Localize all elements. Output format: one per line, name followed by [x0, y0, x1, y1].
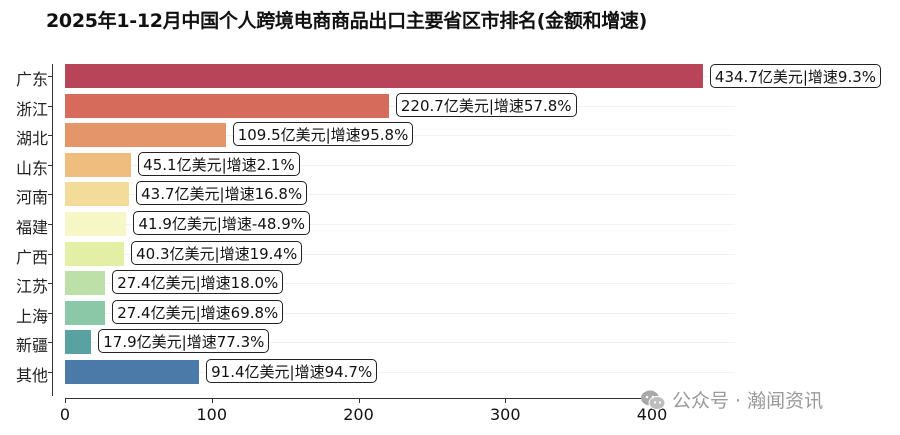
data-label: 91.4亿美元|增速94.7%	[206, 359, 378, 383]
data-label: 27.4亿美元|增速18.0%	[112, 270, 284, 295]
watermark: 公众号 · 瀚闻资讯	[640, 386, 823, 413]
gridline	[65, 194, 735, 196]
y-tick-label: 新疆	[15, 336, 48, 356]
y-tick	[48, 224, 53, 225]
bar	[65, 123, 226, 148]
x-tick-label: 400	[636, 405, 668, 424]
data-label: 434.7亿美元|增速9.3%	[709, 64, 882, 88]
y-tick-label: 湖北	[15, 129, 48, 149]
y-tick-label: 其他	[15, 366, 48, 385]
bar	[65, 330, 92, 355]
y-tick	[48, 342, 53, 344]
gridline	[65, 164, 735, 166]
y-tick	[48, 372, 53, 373]
y-tick-label: 江苏	[15, 277, 48, 297]
bar	[65, 93, 389, 118]
y-tick	[48, 105, 53, 107]
x-tick	[358, 398, 360, 403]
y-tick-label: 山东	[15, 158, 48, 178]
data-label: 17.9亿美元|增速77.3%	[98, 329, 270, 354]
gridline	[65, 342, 735, 344]
y-tick	[48, 164, 53, 166]
y-tick	[48, 194, 53, 196]
bar	[65, 212, 127, 236]
y-tick	[48, 312, 53, 314]
data-label: 45.1亿美元|增速2.1%	[138, 151, 300, 176]
bar	[65, 241, 125, 266]
y-tick	[48, 76, 53, 77]
bar	[65, 300, 106, 325]
y-tick-label: 浙江	[15, 99, 48, 119]
data-label: 40.3亿美元|增速19.4%	[131, 240, 303, 265]
y-tick	[48, 283, 53, 285]
gridline	[65, 312, 735, 314]
data-label: 41.9亿美元|增速-48.9%	[133, 211, 311, 235]
y-axis	[52, 64, 53, 396]
gridline	[65, 372, 735, 373]
data-label: 220.7亿美元|增速57.8%	[395, 92, 577, 117]
wechat-icon	[640, 389, 666, 411]
bar	[65, 152, 132, 177]
y-tick-label: 广西	[15, 247, 48, 267]
y-tick-label: 上海	[15, 306, 48, 326]
x-tick-label: 0	[59, 405, 71, 424]
gridline	[65, 283, 735, 285]
data-label: 43.7亿美元|增速16.8%	[136, 181, 308, 206]
y-tick-label: 河南	[15, 188, 48, 208]
y-tick-label: 广东	[15, 70, 48, 89]
x-tick	[505, 398, 507, 403]
chart-title: 2025年1-12月中国个人跨境电商商品出口主要省区市排名(金额和增速)	[46, 10, 647, 32]
watermark-text: 公众号 · 瀚闻资讯	[672, 390, 824, 412]
x-tick-label: 300	[489, 405, 521, 424]
bar	[65, 271, 106, 296]
x-tick	[211, 398, 213, 403]
gridline	[65, 253, 735, 255]
bar	[65, 64, 703, 88]
x-tick-label: 200	[343, 405, 374, 424]
x-tick	[65, 398, 66, 403]
bar	[65, 182, 130, 207]
y-tick	[48, 253, 53, 255]
y-tick-label: 福建	[15, 218, 48, 237]
bar	[65, 360, 200, 384]
data-label: 109.5亿美元|增速95.8%	[232, 122, 414, 147]
x-axis	[65, 398, 654, 399]
y-tick	[48, 135, 53, 137]
x-tick-label: 100	[196, 405, 228, 424]
gridline	[65, 224, 735, 225]
data-label: 27.4亿美元|增速69.8%	[112, 299, 284, 324]
